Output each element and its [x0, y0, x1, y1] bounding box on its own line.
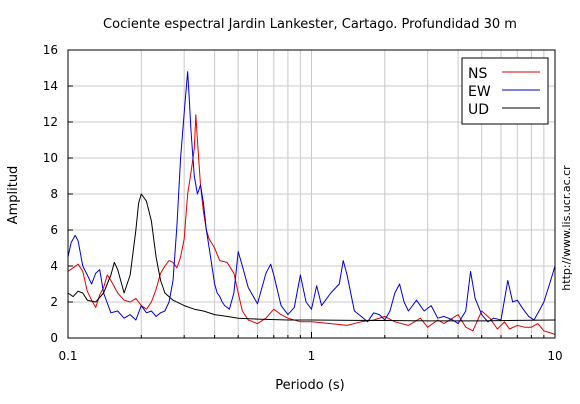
source-url-annotation: http://www.lis.ucr.ac.cr	[560, 165, 573, 291]
series-line-ew	[68, 71, 555, 325]
legend-label-ew: EW	[468, 84, 491, 100]
x-tick-label: 10	[547, 349, 562, 363]
y-axis-label: Amplitud	[6, 166, 21, 225]
y-tick-label: 4	[50, 259, 58, 273]
y-tick-label: 14	[43, 79, 58, 93]
x-tick-label: 1	[308, 349, 316, 363]
legend-box	[461, 57, 549, 125]
x-axis-label: Periodo (s)	[275, 378, 345, 393]
y-tick-label: 0	[50, 331, 58, 345]
x-tick-label: 0.1	[58, 349, 77, 363]
y-tick-label: 8	[50, 187, 58, 201]
y-tick-label: 10	[43, 151, 58, 165]
legend-label-ns: NS	[468, 66, 487, 82]
y-tick-label: 16	[43, 43, 58, 57]
y-tick-label: 6	[50, 223, 58, 237]
legend-label-ud: UD	[468, 102, 489, 118]
series-line-ud	[68, 193, 555, 322]
chart-title: Cociente espectral Jardin Lankester, Car…	[103, 17, 517, 32]
series-lines	[68, 71, 555, 335]
y-tick-label: 2	[50, 295, 58, 309]
legend: NS EW UD	[461, 57, 549, 125]
y-tick-label: 12	[43, 115, 58, 129]
grid	[67, 49, 555, 339]
series-line-ns	[68, 114, 555, 335]
axis-ticks: 0 2 4 6 8 10 12 14 16 0.1 1 10	[43, 43, 563, 363]
